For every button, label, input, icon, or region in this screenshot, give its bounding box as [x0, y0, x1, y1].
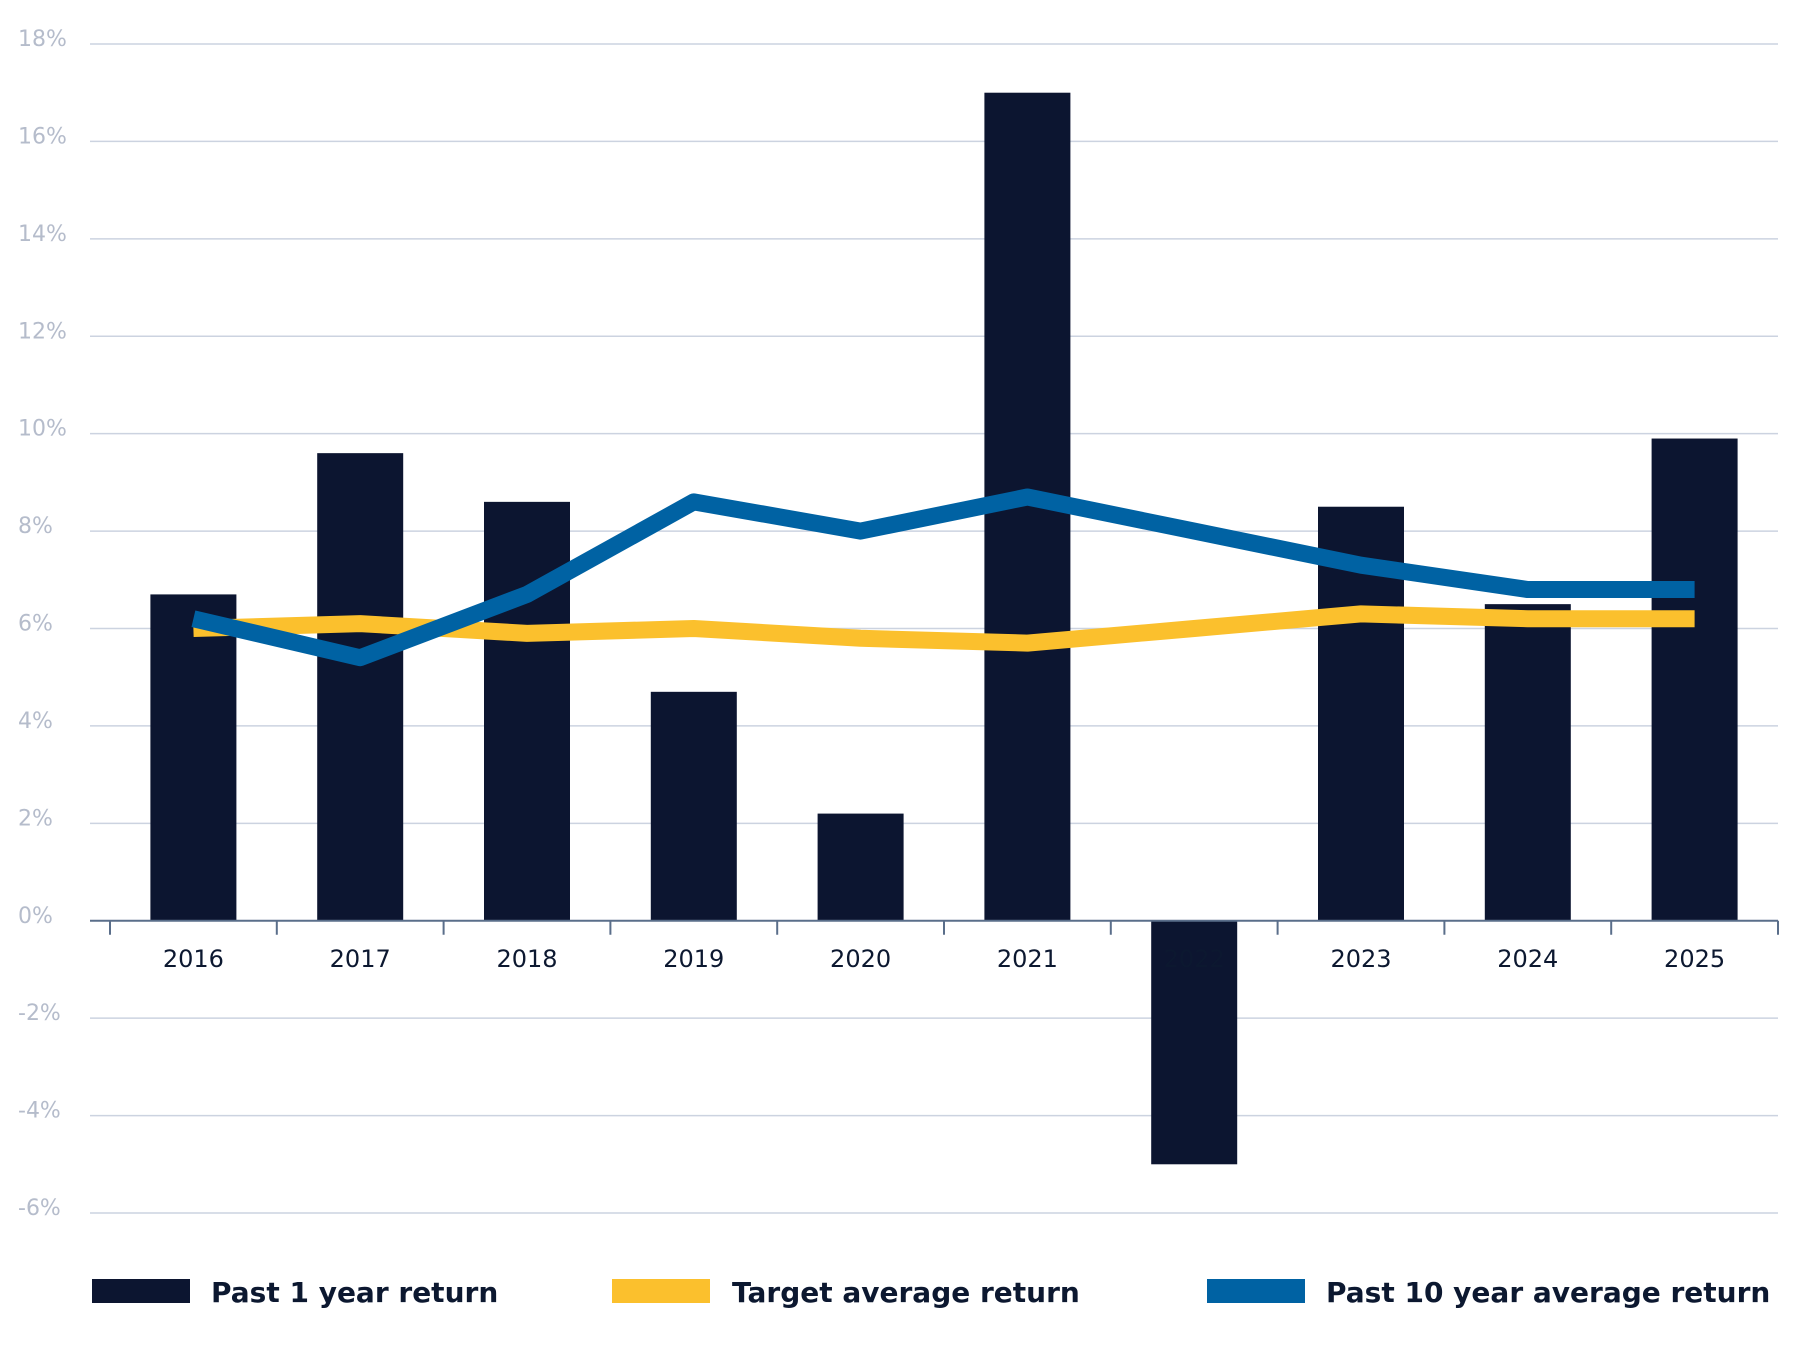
bar-2020: [817, 813, 904, 921]
legend-swatch-target-average: [612, 1279, 710, 1303]
y-tick-label: 6%: [18, 612, 53, 637]
x-tick-label-2020: 2020: [830, 945, 891, 973]
bar-2017: [317, 453, 404, 921]
bar-2018: [484, 501, 570, 921]
x-tick-label-2016: 2016: [163, 945, 224, 973]
y-tick-label: 4%: [18, 709, 53, 734]
y-tick-label: -2%: [18, 1001, 61, 1026]
x-axis-labels: 2016 2017 2018 2019 2020 2021 2022 2023 2024 2025: [163, 945, 1725, 973]
lines: [191, 488, 1695, 667]
legend-label-past-10-year: Past 10 year average return: [1326, 1276, 1770, 1309]
bar-2022: [1151, 920, 1238, 1165]
line-past-10-year-average-return: [191, 488, 1695, 667]
x-tick-label-2023: 2023: [1330, 945, 1391, 973]
legend-swatch-past-10-year: [1207, 1279, 1305, 1303]
bars: [150, 92, 1738, 1165]
x-tick-label-2021: 2021: [997, 945, 1058, 973]
y-tick-label: -6%: [18, 1196, 61, 1221]
legend-swatch-past-1-year: [92, 1279, 190, 1303]
bar-2025: [1651, 438, 1738, 921]
legend-item-target-average: Target average return: [612, 1276, 1080, 1309]
y-tick-label: 0%: [18, 904, 53, 929]
x-tick-label-2019: 2019: [663, 945, 724, 973]
y-tick-label: 10%: [18, 417, 67, 442]
x-axis: [90, 919, 1779, 935]
legend-item-past-10-year: Past 10 year average return: [1207, 1276, 1770, 1309]
x-tick-label-2018: 2018: [496, 945, 557, 973]
bar-2024: [1484, 604, 1571, 921]
y-tick-label: 14%: [18, 222, 67, 247]
x-tick-label-2022: 2022: [1164, 945, 1225, 973]
legend-label-target-average: Target average return: [732, 1276, 1080, 1309]
legend-item-past-1-year: Past 1 year return: [92, 1276, 498, 1309]
y-tick-label: 2%: [18, 806, 53, 831]
bar-2019: [650, 691, 737, 921]
x-tick-label-2024: 2024: [1497, 945, 1558, 973]
y-tick-label: 16%: [18, 124, 67, 149]
y-tick-label: -4%: [18, 1099, 61, 1124]
y-tick-label: 12%: [18, 319, 67, 344]
y-axis-ticks: 18% 16% 14% 12% 10% 8% 6% 4% 2% 0% -2% -4% -6%: [18, 27, 67, 1221]
x-tick-label-2017: 2017: [330, 945, 391, 973]
y-tick-label: 18%: [18, 27, 67, 52]
x-tick-label-2025: 2025: [1664, 945, 1725, 973]
legend-label-past-1-year: Past 1 year return: [211, 1276, 498, 1309]
bar-2016: [150, 594, 237, 921]
legend: Past 1 year return Target average return…: [92, 1276, 1770, 1309]
y-tick-label: 8%: [18, 514, 53, 539]
